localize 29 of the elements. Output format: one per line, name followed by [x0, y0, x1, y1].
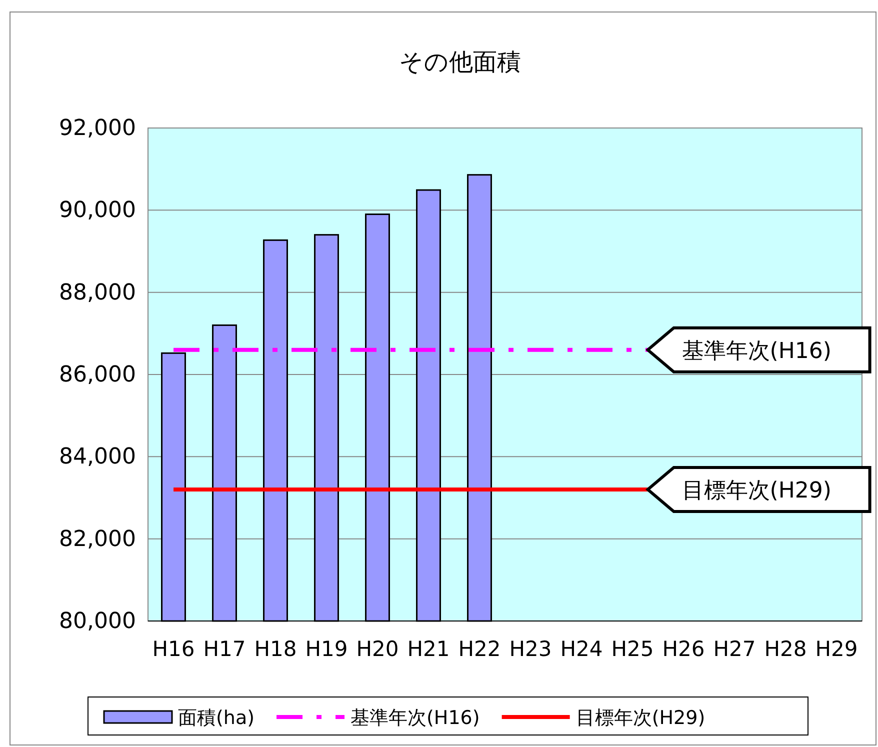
callout-box: 目標年次(H29): [645, 466, 872, 514]
y-tick-label: 92,000: [59, 116, 136, 142]
x-tick-label: H26: [662, 636, 705, 661]
x-tick-label: H17: [203, 636, 246, 661]
legend-label: 面積(ha): [178, 707, 255, 729]
x-tick-label: H29: [815, 636, 858, 661]
ref-line-label: 基準年次(H16): [682, 338, 832, 364]
y-tick-label: 84,000: [59, 444, 136, 470]
x-tick-label: H16: [152, 636, 195, 661]
y-tick-label: 90,000: [59, 198, 136, 224]
x-tick-label: H20: [356, 636, 399, 661]
y-tick-label: 82,000: [59, 526, 136, 552]
x-tick-label: H18: [254, 636, 297, 661]
y-tick-label: 80,000: [59, 609, 136, 634]
ref-line-label: 目標年次(H29): [682, 478, 832, 504]
x-tick-label: H23: [509, 636, 552, 661]
x-tick-label: H25: [611, 636, 654, 661]
x-tick-label: H28: [764, 636, 807, 661]
chart-title: その他面積: [399, 48, 521, 76]
x-tick-label: H24: [560, 636, 603, 661]
x-tick-label: H19: [305, 636, 348, 661]
x-tick-label: H21: [407, 636, 450, 661]
text: 目標年次(H29): [576, 707, 706, 729]
y-tick-label: 88,000: [59, 280, 136, 306]
x-tick-label: H27: [713, 636, 756, 661]
y-tick-label: 86,000: [59, 362, 136, 388]
callout-box: 基準年次(H16): [645, 326, 872, 374]
x-tick-label: H22: [458, 636, 501, 661]
text: 基準年次(H16): [350, 707, 480, 729]
